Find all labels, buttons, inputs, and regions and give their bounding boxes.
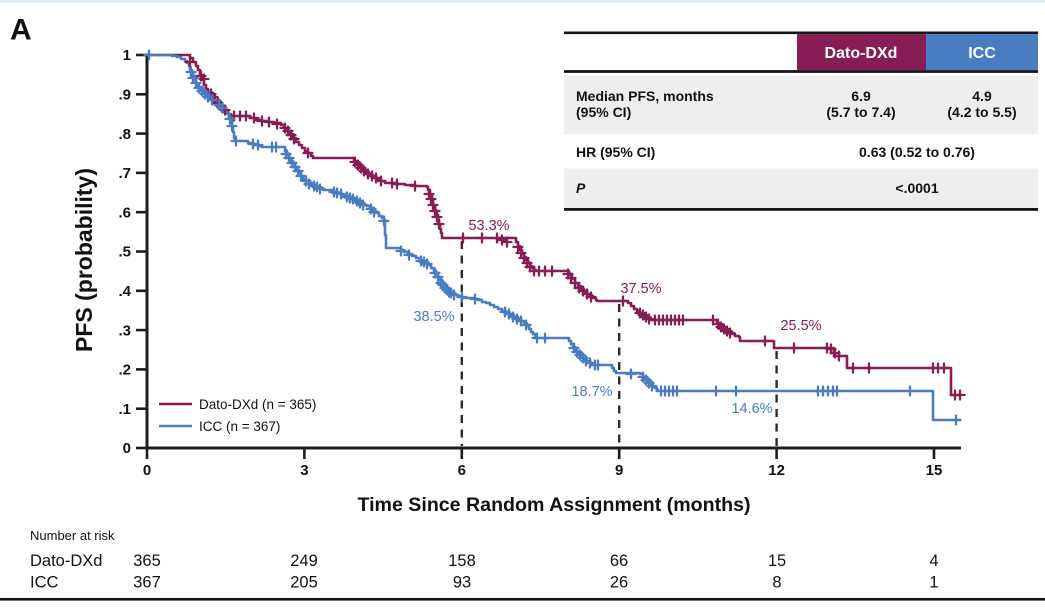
svg-text:6: 6: [458, 462, 466, 479]
svg-text:(5.7 to 7.4): (5.7 to 7.4): [826, 104, 895, 120]
svg-text:15: 15: [768, 552, 786, 570]
svg-text:158: 158: [448, 552, 476, 570]
svg-text:.1: .1: [118, 401, 131, 418]
svg-text:A: A: [10, 14, 32, 47]
svg-text:Number at risk: Number at risk: [30, 528, 115, 543]
svg-text:4.9: 4.9: [972, 88, 992, 104]
svg-text:12: 12: [768, 462, 785, 479]
svg-text:249: 249: [290, 552, 318, 570]
svg-text:ICC: ICC: [30, 574, 59, 592]
svg-text:Dato-DXd: Dato-DXd: [825, 45, 898, 62]
svg-text:ICC: ICC: [968, 45, 996, 62]
svg-text:Median PFS, months: Median PFS, months: [576, 88, 714, 104]
svg-text:25.5%: 25.5%: [780, 318, 821, 334]
svg-text:15: 15: [926, 462, 943, 479]
svg-text:<.0001: <.0001: [895, 180, 938, 196]
svg-text:1: 1: [929, 574, 938, 592]
svg-text:Time Since Random Assignment (: Time Since Random Assignment (months): [357, 494, 750, 516]
svg-text:37.5%: 37.5%: [620, 281, 661, 297]
svg-text:365: 365: [133, 552, 161, 570]
svg-text:205: 205: [290, 574, 318, 592]
svg-text:38.5%: 38.5%: [413, 309, 454, 325]
svg-text:Dato-DXd: Dato-DXd: [30, 552, 102, 570]
svg-text:HR (95% CI): HR (95% CI): [576, 144, 655, 160]
svg-text:26: 26: [610, 574, 628, 592]
svg-text:.6: .6: [118, 204, 131, 221]
svg-text:.2: .2: [118, 362, 131, 379]
svg-text:14.6%: 14.6%: [731, 401, 772, 417]
svg-text:4: 4: [929, 552, 938, 570]
svg-text:.4: .4: [118, 283, 131, 300]
svg-text:0.63 (0.52 to 0.76): 0.63 (0.52 to 0.76): [859, 144, 975, 160]
svg-text:8: 8: [772, 574, 781, 592]
svg-text:1: 1: [123, 47, 131, 64]
svg-text:.7: .7: [118, 165, 131, 182]
svg-text:.8: .8: [118, 126, 131, 143]
svg-text:3: 3: [300, 462, 308, 479]
svg-text:P: P: [576, 180, 586, 196]
svg-text:66: 66: [610, 552, 628, 570]
svg-text:ICC (n = 367): ICC (n = 367): [199, 419, 280, 434]
svg-text:9: 9: [615, 462, 623, 479]
svg-text:93: 93: [453, 574, 471, 592]
svg-text:.9: .9: [118, 87, 131, 104]
svg-text:Dato-DXd (n = 365): Dato-DXd (n = 365): [199, 397, 316, 412]
svg-text:(95% CI): (95% CI): [576, 104, 631, 120]
svg-text:367: 367: [133, 574, 161, 592]
svg-text:PFS (probability): PFS (probability): [71, 168, 97, 352]
svg-text:6.9: 6.9: [851, 88, 871, 104]
svg-text:53.3%: 53.3%: [468, 218, 509, 234]
svg-text:0: 0: [123, 440, 131, 457]
svg-text:(4.2 to 5.5): (4.2 to 5.5): [947, 104, 1016, 120]
svg-text:0: 0: [143, 462, 151, 479]
svg-text:.3: .3: [118, 322, 131, 339]
svg-text:18.7%: 18.7%: [571, 384, 612, 400]
svg-text:.5: .5: [118, 244, 131, 261]
